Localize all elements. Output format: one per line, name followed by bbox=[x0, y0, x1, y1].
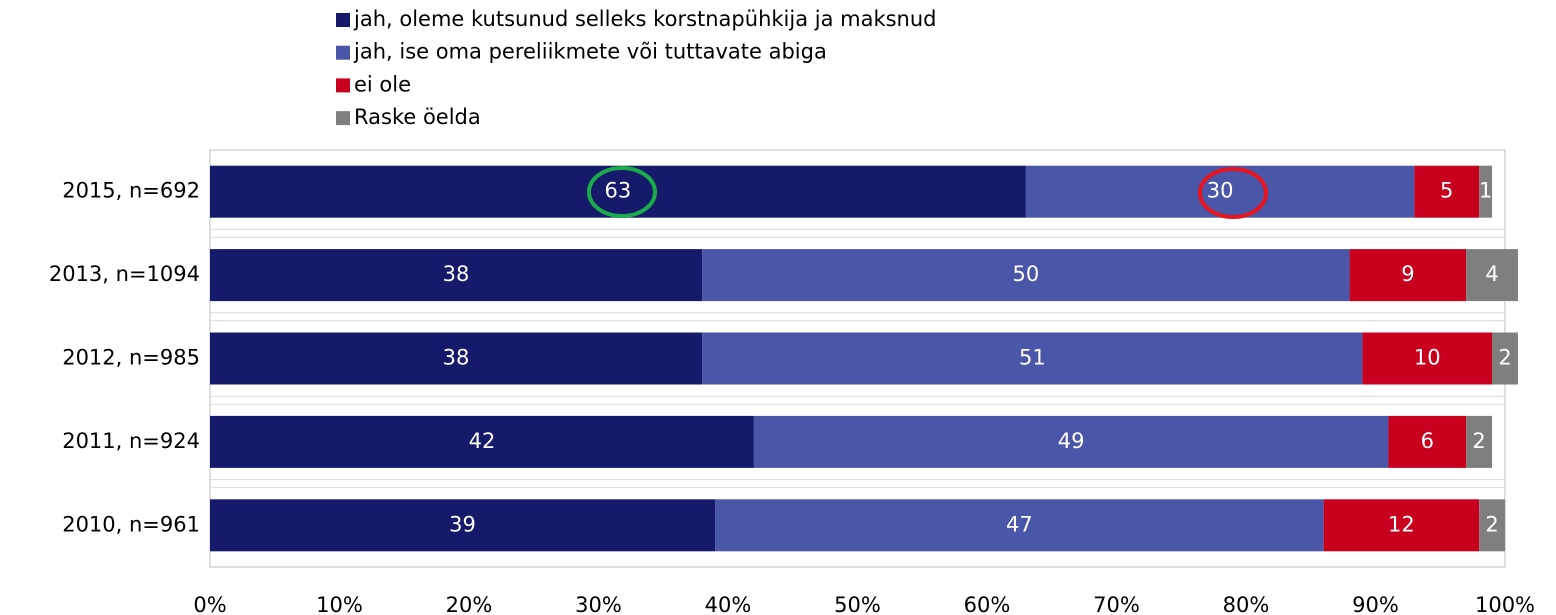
value-label: 30 bbox=[1207, 179, 1234, 203]
x-tick-label: 10% bbox=[316, 593, 363, 615]
bar-segment bbox=[1025, 165, 1415, 218]
value-label: 51 bbox=[1019, 346, 1046, 370]
x-tick-label: 60% bbox=[964, 593, 1011, 615]
value-label: 50 bbox=[1012, 262, 1039, 286]
x-tick-label: 30% bbox=[575, 593, 622, 615]
bar-segment bbox=[210, 499, 716, 552]
legend-swatch bbox=[336, 45, 350, 60]
y-tick-label: 2013, n=1094 bbox=[49, 262, 200, 286]
value-label: 4 bbox=[1485, 262, 1498, 286]
bar-segment bbox=[1479, 165, 1493, 218]
bar-segment bbox=[210, 415, 754, 468]
highlight-circle bbox=[587, 166, 657, 218]
legend-swatch bbox=[336, 78, 350, 93]
bar-segment bbox=[1323, 499, 1480, 552]
value-label: 6 bbox=[1421, 429, 1434, 453]
x-tick-label: 100% bbox=[1475, 593, 1535, 615]
bar-segment bbox=[210, 332, 703, 385]
y-tick-label: 2012, n=985 bbox=[62, 346, 200, 370]
bar-segment bbox=[1362, 332, 1493, 385]
bar-segment bbox=[1479, 499, 1505, 552]
value-label: 42 bbox=[469, 429, 496, 453]
value-label: 49 bbox=[1058, 429, 1085, 453]
value-label: 9 bbox=[1401, 262, 1414, 286]
value-label: 1 bbox=[1479, 179, 1492, 203]
bar-segment bbox=[1349, 249, 1467, 302]
x-tick-label: 40% bbox=[705, 593, 752, 615]
bar-segment bbox=[1388, 415, 1467, 468]
x-tick-label: 90% bbox=[1352, 593, 1399, 615]
bar-segment bbox=[210, 249, 703, 302]
value-label: 12 bbox=[1388, 512, 1415, 536]
value-label: 2 bbox=[1498, 346, 1511, 370]
bar-segment bbox=[702, 249, 1350, 302]
bar-segment bbox=[715, 499, 1324, 552]
bar-segment bbox=[702, 332, 1363, 385]
x-tick-label: 0% bbox=[193, 593, 226, 615]
value-label: 2 bbox=[1472, 429, 1485, 453]
value-label: 47 bbox=[1006, 512, 1033, 536]
bar-segment bbox=[753, 415, 1389, 468]
legend-swatch bbox=[336, 111, 350, 126]
y-tick-label: 2010, n=961 bbox=[62, 512, 200, 536]
value-label: 5 bbox=[1440, 179, 1453, 203]
legend-label: jah, oleme kutsunud selleks korstnapühki… bbox=[353, 7, 937, 31]
legend-swatch bbox=[336, 13, 350, 27]
y-tick-label: 2011, n=924 bbox=[62, 429, 200, 453]
bar-segment bbox=[210, 165, 1026, 218]
value-label: 38 bbox=[443, 346, 470, 370]
value-label: 39 bbox=[449, 512, 476, 536]
legend-label: ei ole bbox=[354, 72, 411, 96]
value-label: 63 bbox=[605, 179, 632, 203]
legend-label: Raske öelda bbox=[354, 105, 481, 129]
value-label: 10 bbox=[1414, 346, 1441, 370]
y-tick-label: 2015, n=692 bbox=[62, 179, 200, 203]
x-tick-label: 20% bbox=[446, 593, 493, 615]
bar-segment bbox=[1492, 332, 1518, 385]
x-tick-label: 50% bbox=[834, 593, 881, 615]
bar-segment bbox=[1466, 249, 1518, 302]
highlight-circle bbox=[1198, 167, 1268, 219]
bar-segment bbox=[1414, 165, 1480, 218]
x-tick-label: 70% bbox=[1093, 593, 1140, 615]
value-label: 2 bbox=[1485, 512, 1498, 536]
value-label: 38 bbox=[443, 262, 470, 286]
bar-segment bbox=[1466, 415, 1493, 468]
x-tick-label: 80% bbox=[1223, 593, 1270, 615]
legend-label: jah, ise oma pereliikmete või tuttavate … bbox=[353, 40, 827, 64]
